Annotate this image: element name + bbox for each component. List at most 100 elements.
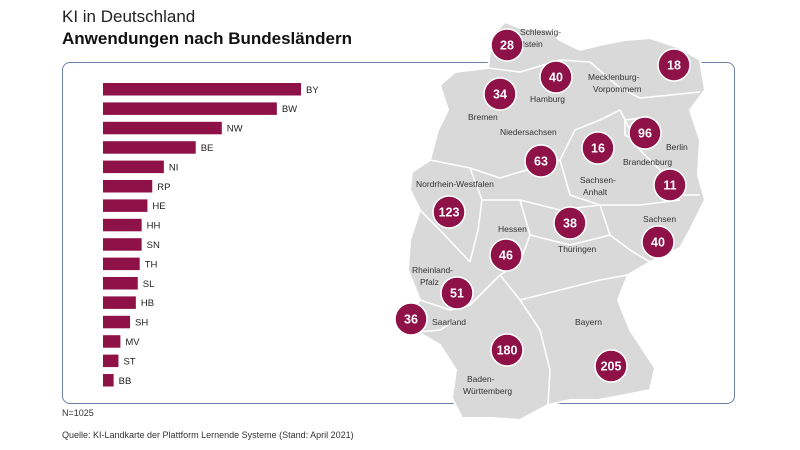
- bar-rp: [103, 180, 153, 193]
- bar-label-rp: RP: [157, 182, 170, 193]
- bubble-value-bayern: 205: [601, 360, 622, 374]
- page-title: KI in Deutschland: [62, 7, 196, 26]
- region-label-hessen: Hessen: [498, 224, 527, 234]
- bar-hb: [103, 296, 136, 309]
- source-note: Quelle: KI-Landkarte der Plattform Lerne…: [62, 430, 354, 440]
- bubble-berlin: [628, 116, 662, 150]
- bubble-value-sachsen: 40: [651, 236, 665, 250]
- region-label-bayern: Bayern: [575, 317, 602, 327]
- bubble-value-thueringen: 38: [563, 217, 577, 231]
- state-border: [417, 319, 457, 333]
- bubble-value-hessen: 46: [499, 249, 513, 263]
- bar-label-sh: SH: [135, 318, 148, 329]
- bubble-sachsen-anhalt: [581, 131, 615, 165]
- state-border: [559, 109, 621, 161]
- bubble-value-berlin: 96: [638, 127, 652, 141]
- bar-he: [103, 199, 148, 212]
- bubble-thueringen: [553, 206, 587, 240]
- bubble-value-schleswig-holstein: 28: [500, 39, 514, 53]
- bar-label-ni: NI: [169, 162, 179, 173]
- bubble-niedersachsen: [524, 144, 558, 178]
- bubble-saarland: [394, 302, 428, 336]
- region-label-schleswig-holstein-2: Holstein: [512, 39, 543, 49]
- bar-label-nw: NW: [227, 124, 243, 135]
- bubble-sachsen: [641, 225, 675, 259]
- bar-bw: [103, 102, 277, 115]
- state-border: [599, 204, 651, 263]
- region-label-mecklenburg-vorpommern-1: Mecklenburg-: [588, 72, 640, 82]
- region-label-niedersachsen: Niedersachsen: [500, 127, 557, 137]
- bar-bb: [103, 374, 114, 387]
- region-label-hamburg: Hamburg: [530, 94, 565, 104]
- bubble-value-bremen: 34: [493, 88, 507, 102]
- bubble-value-hamburg: 40: [549, 71, 563, 85]
- bar-be: [103, 141, 196, 154]
- state-border: [469, 167, 483, 263]
- bar-sh: [103, 315, 131, 329]
- bar-chart: BY BW NW BE NI RP HE HH SN TH SL HB SH MV ST BB: [103, 83, 319, 387]
- region-label-sachsen-anhalt-1: Sachsen-: [580, 175, 616, 185]
- bubble-mecklenburg-vorpommern: [657, 48, 691, 82]
- region-label-sachsen: Sachsen: [643, 214, 676, 224]
- bubble-value-brandenburg: 11: [663, 179, 676, 193]
- state-border: [499, 274, 551, 406]
- bubble-hessen: [489, 238, 523, 272]
- bar-label-sl: SL: [143, 279, 155, 290]
- bubble-hamburg: [539, 60, 573, 94]
- bubble-brandenburg: [653, 168, 687, 202]
- state-border: [529, 234, 611, 246]
- region-label-berlin: Berlin: [666, 142, 688, 152]
- region-label-rheinland-pfalz-2: Pfalz: [420, 277, 439, 287]
- bar-label-st: ST: [123, 356, 135, 367]
- bar-label-bw: BW: [282, 104, 297, 115]
- bubble-value-nordrhein-westfalen: 123: [439, 206, 460, 220]
- bar-by: [103, 83, 301, 96]
- region-label-bremen: Bremen: [468, 112, 498, 122]
- bar-label-mv: MV: [125, 337, 140, 348]
- bar-nw: [103, 121, 222, 135]
- bar-label-sn: SN: [147, 240, 160, 251]
- bubble-baden-wuerttemberg: [490, 333, 524, 367]
- bubble-bayern: [594, 349, 628, 383]
- region-label-baden-wuerttemberg-2: Württemberg: [463, 386, 512, 396]
- state-border: [487, 59, 591, 73]
- chart-frame: [62, 62, 735, 404]
- region-label-sachsen-anhalt-2: Anhalt: [583, 187, 608, 197]
- region-label-rheinland-pfalz-1: Rheinland-: [412, 265, 453, 275]
- bar-mv: [103, 335, 121, 348]
- bubble-value-sachsen-anhalt: 16: [591, 142, 605, 156]
- bar-label-hb: HB: [141, 298, 154, 309]
- region-label-mecklenburg-vorpommern-2: Vorpommern: [593, 84, 642, 94]
- state-border: [519, 274, 629, 301]
- bar-st: [103, 354, 119, 368]
- state-border: [589, 61, 701, 99]
- region-label-schleswig-holstein-1: Schleswig-: [520, 27, 561, 37]
- bar-label-by: BY: [306, 85, 319, 96]
- bar-ni: [103, 160, 164, 174]
- bubble-schleswig-holstein: [490, 28, 524, 62]
- bar-label-th: TH: [145, 259, 158, 270]
- region-label-nordrhein-westfalen: Nordrhein-Westfalen: [416, 179, 494, 189]
- region-label-thueringen: Thüringen: [558, 244, 597, 254]
- bar-sn: [103, 238, 142, 251]
- bar-hh: [103, 218, 142, 232]
- region-label-saarland: Saarland: [432, 317, 466, 327]
- page-subtitle: Anwendungen nach Bundesländern: [62, 29, 352, 48]
- bubble-value-niedersachsen: 63: [534, 155, 548, 169]
- bubble-value-baden-wuerttemberg: 180: [497, 344, 518, 358]
- bar-sl: [103, 277, 138, 290]
- bar-label-hh: HH: [147, 221, 161, 232]
- bubble-value-mecklenburg-vorpommern: 18: [667, 59, 681, 73]
- bar-label-bb: BB: [119, 376, 132, 387]
- state-border: [419, 209, 471, 263]
- bubble-bremen: [483, 77, 517, 111]
- bubble-value-saarland: 36: [404, 313, 418, 327]
- region-label-baden-wuerttemberg-1: Baden-: [467, 374, 495, 384]
- sample-size-note: N=1025: [62, 408, 94, 418]
- bar-label-be: BE: [201, 143, 214, 154]
- bubble-value-rheinland-pfalz: 51: [450, 287, 464, 301]
- bubble-nordrhein-westfalen: [432, 195, 466, 229]
- region-label-brandenburg: Brandenburg: [623, 157, 672, 167]
